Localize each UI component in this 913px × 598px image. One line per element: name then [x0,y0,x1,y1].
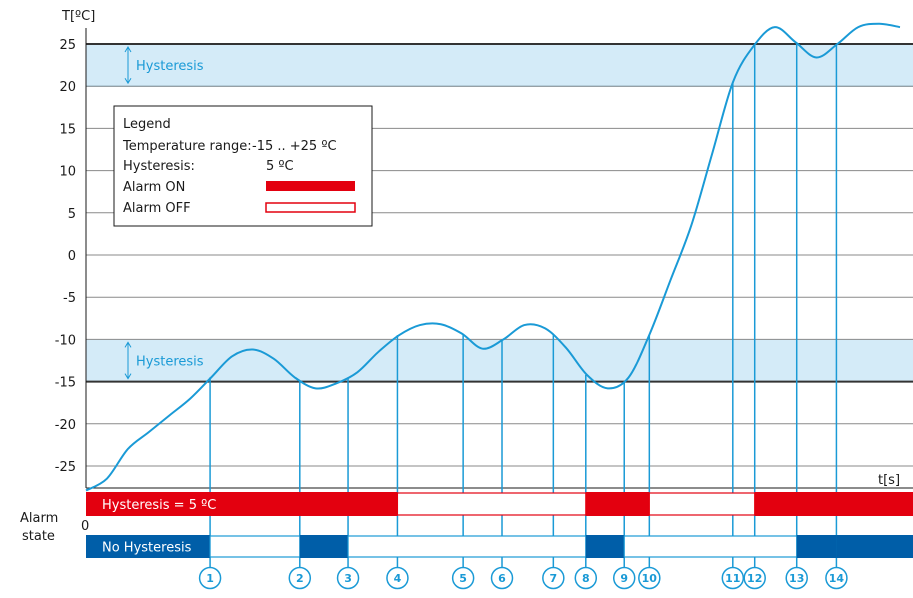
marker-circle-2 [288,566,312,590]
alarm-row-label-0: Hysteresis = 5 ºC [102,498,216,513]
y-tick-label-8: -15 [55,376,76,391]
x-axis-label: t[s] [878,473,900,488]
marker-circle-6 [490,566,514,590]
alarm-state-label-line2: state [22,529,55,544]
marker-lines [209,44,838,568]
alarm-zero-label: 0 [81,519,89,534]
marker-label-11: 11 [725,572,740,585]
marker-circle-8 [574,566,598,590]
marker-label-9: 9 [620,572,628,585]
legend-range-label: Temperature range: [122,139,252,154]
marker-circles: 1 2 3 4 5 6 7 8 9 10 11 12 13 14 [198,566,848,590]
y-tick-label-1: 20 [59,80,76,95]
y-tick-label-4: 5 [68,207,76,222]
hysteresis-band-1 [86,339,913,382]
hysteresis-arrow-head-bottom-0 [124,77,132,85]
alarm-state-label-line1: Alarm [20,511,58,526]
marker-label-5: 5 [459,572,467,585]
legend-alarm-off-label: Alarm OFF [123,201,191,216]
alarm-row-1-segment-5 [623,535,798,558]
marker-label-3: 3 [344,572,352,585]
marker-label-14: 14 [829,572,845,585]
grid-lines [85,28,913,489]
alarm-row-0-segment-3 [648,492,756,516]
y-tick-label-0: 25 [59,38,76,53]
marker-label-4: 4 [394,572,402,585]
alarm-row-1-segment-2 [299,535,349,558]
legend-hysteresis-value: 5 ºC [266,159,294,174]
marker-circle-4 [386,566,409,590]
marker-circle-11 [721,566,745,590]
alarm-row-1-segment-1 [209,535,301,558]
hysteresis-band-0 [86,44,913,87]
temperature-curve [85,22,901,492]
marker-label-6: 6 [498,572,506,585]
marker-circle-7 [542,566,565,590]
marker-circle-5 [451,566,475,590]
hysteresis-arrow-head-top-1 [124,341,132,348]
y-tick-label-10: -25 [55,460,76,475]
y-tick-label-5: 0 [68,249,76,264]
legend-alarm-on-swatch [266,181,355,191]
alarm-row-0-segment-2 [585,492,650,516]
marker-circle-12 [743,566,766,590]
marker-label-7: 7 [550,572,558,585]
alarm-row-0-segment-4 [754,492,913,516]
y-tick-label-6: -5 [63,291,76,306]
legend-hysteresis-label: Hysteresis: [123,159,195,174]
marker-label-13: 13 [789,572,804,585]
y-axis-label: T[ºC] [61,9,95,24]
marker-circle-1 [198,566,222,590]
alarm-row-0-segment-0 [86,492,398,516]
marker-circle-10 [638,566,661,590]
marker-circle-14 [825,566,848,590]
alarm-row-label-1: No Hysteresis [102,541,192,556]
hysteresis-arrow-head-top-0 [124,46,132,53]
alarm-row-1-segment-6 [796,535,837,558]
y-tick-label-2: 15 [59,122,76,137]
alarm-row-1-segment-7 [836,535,913,558]
marker-circle-3 [336,566,360,590]
marker-circle-13 [785,566,808,590]
hysteresis-arrow-head-bottom-1 [124,373,132,380]
legend-range-value: -15 .. +25 ºC [252,139,337,154]
alarm-state-rows: Hysteresis = 5 ºC No Hysteresis [86,492,913,558]
hysteresis-band-label-1: Hysteresis [136,355,204,370]
alarm-row-1-segment-0 [86,535,211,558]
marker-label-12: 12 [747,572,762,585]
alarm-row-1-segment-4 [585,535,625,558]
marker-circle-9 [612,566,636,590]
legend-title: Legend [123,117,171,132]
marker-label-2: 2 [296,572,304,585]
y-tick-labels: 25 20 15 10 5 0 -5 -10 -15 -20 -25 [55,38,76,475]
marker-label-8: 8 [582,572,590,585]
y-tick-label-9: -20 [55,418,76,433]
hysteresis-band-label-0: Hysteresis [136,59,204,74]
legend-alarm-on-label: Alarm ON [123,180,185,195]
marker-label-10: 10 [642,572,658,585]
y-tick-label-3: 10 [59,165,76,180]
alarm-row-0-segment-1 [396,492,587,516]
alarm-row-1-segment-3 [347,535,587,558]
y-tick-label-7: -10 [55,333,76,348]
legend-alarm-off-swatch [265,202,356,213]
marker-label-1: 1 [206,572,214,585]
legend: Legend Temperature range: -15 .. +25 ºC … [113,105,373,227]
